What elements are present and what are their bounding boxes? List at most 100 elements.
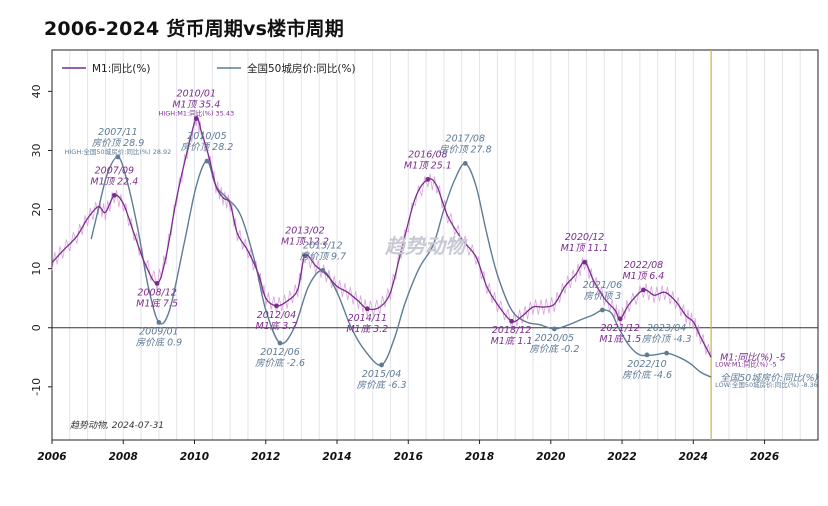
source-footnote: 趋势动物, 2024-07-31 — [70, 420, 164, 431]
marker-layer — [111, 116, 669, 368]
annotation-date: 2010/05 — [187, 131, 226, 142]
house-turning-point — [462, 161, 468, 166]
annotation-date: 2018/12 — [492, 325, 531, 336]
house-price-line — [90, 156, 712, 378]
watermark-text: 趋势动物 — [384, 234, 468, 258]
annotation-value: M1底 7.5 — [136, 297, 178, 309]
annotation-value: 房价底 -2.6 — [255, 357, 305, 369]
m1-turning-point — [582, 259, 588, 265]
annotation-date: 2007/11 — [98, 127, 137, 138]
annotation-date: 2007/09 — [95, 165, 134, 176]
y-tick-label: 10 — [30, 262, 43, 276]
annotation-date: 2013/12 — [303, 240, 342, 251]
house-turning-point — [379, 362, 384, 368]
annotation-value: M1底 1.1 — [491, 335, 533, 347]
y-tick-label: 20 — [30, 203, 43, 217]
annotation-date: 2010/01 — [177, 89, 216, 100]
x-tick-label: 2018 — [465, 451, 494, 463]
annotation-date: 2021/06 — [583, 280, 622, 291]
m1-turning-point — [193, 116, 199, 121]
m1-raw-line — [51, 114, 712, 358]
m1-turning-point — [425, 177, 431, 182]
annotation-date: 2008/12 — [137, 287, 176, 298]
extreme-label: LOW:全国50城房价:同比(%) -8.36 — [715, 380, 818, 389]
annotation-date: 2022/10 — [627, 359, 666, 370]
house-turning-point — [320, 268, 326, 273]
x-tick-label: 2008 — [109, 451, 138, 463]
y-tick-label: 40 — [30, 84, 43, 98]
annotation-date: 2015/04 — [362, 369, 401, 380]
extreme-label: LOW:M1:同比(%) -5 — [715, 359, 776, 368]
annotation-value: 房价顶 9.7 — [299, 251, 346, 262]
annotation-value: 房价底 -0.2 — [529, 343, 579, 355]
annotation-value: M1顶 22.4 — [90, 176, 138, 187]
m1-turning-point — [302, 253, 308, 259]
annotation-value: 房价底 -4.6 — [622, 369, 672, 381]
annotation-value: 房价顶 28.2 — [181, 142, 234, 153]
annotation-value: M1顶 11.1 — [561, 243, 609, 254]
m1-line — [51, 117, 712, 358]
x-tick-label: 2022 — [607, 451, 636, 463]
house-turning-point — [664, 350, 669, 356]
house-turning-point — [644, 352, 650, 358]
x-tick-label: 2014 — [322, 451, 351, 463]
annotation-value: 房价顶 3 — [584, 291, 622, 302]
annotation-date: 2022/08 — [624, 260, 663, 271]
annotation-value: M1顶 25.1 — [404, 160, 452, 171]
x-tick-label: 2026 — [750, 451, 779, 463]
house-turning-point — [115, 154, 121, 160]
annotation-date: 2020/12 — [565, 232, 604, 243]
annotation-value: M1顶 6.4 — [622, 271, 664, 282]
annotation-value: 房价顶 28.9 — [92, 138, 145, 149]
m1-turning-point — [509, 318, 514, 324]
extreme-label: HIGH:M1:同比(%) 35.43 — [158, 109, 234, 118]
annotation-date: 2012/04 — [257, 310, 296, 321]
annotation-value: 房价顶 27.8 — [439, 144, 492, 155]
house-turning-point — [600, 307, 605, 313]
chart-title: 2006-2024 货币周期vs楼市周期 — [44, 18, 344, 40]
annotation-date: 2009/01 — [139, 326, 178, 337]
annotation-date: 2020/05 — [535, 333, 574, 344]
annotation-value: M1底 3.7 — [256, 320, 298, 332]
annotation-value: M1底 3.2 — [346, 323, 388, 335]
annotation-value: 房价顶 -4.3 — [642, 334, 692, 345]
x-tick-label: 2010 — [180, 451, 209, 463]
legend-label-m1: M1:同比(%) — [92, 62, 150, 75]
y-tick-label: -10 — [30, 378, 43, 396]
annotation-date: 2016/08 — [408, 149, 447, 160]
house-turning-point — [204, 158, 210, 164]
x-tick-label: 2024 — [679, 451, 708, 463]
annotation-date: 2013/02 — [285, 226, 324, 237]
axes-layer: -10 0 10 20 30 40 2006 2008 2010 2012 2014 2016 2018… — [30, 49, 819, 463]
annotation-value: 房价底 0.9 — [136, 336, 183, 348]
m1-turning-point — [274, 303, 279, 309]
y-tick-label: 30 — [30, 143, 43, 157]
x-tick-label: 2006 — [37, 451, 66, 463]
m1-turning-point — [364, 306, 370, 312]
end-value-label: 全国50城房价:同比(%) — [720, 372, 818, 384]
extreme-label: HIGH:全国50城房价:同比(%) 28.92 — [65, 147, 172, 156]
annotation-date: 2017/08 — [446, 133, 485, 144]
end-value-label: M1:同比(%) -5 — [720, 352, 785, 363]
m1-turning-point — [154, 281, 160, 286]
annotation-value: M1顶 35.4 — [172, 100, 220, 111]
house-turning-point — [277, 340, 283, 346]
legend-label-house: 全国50城房价:同比(%) — [247, 62, 356, 75]
house-turning-point — [156, 320, 162, 325]
m1-turning-point — [617, 316, 623, 322]
m1-turning-point — [641, 287, 646, 293]
annotation-value: M1顶 12.2 — [281, 237, 329, 248]
plot-frame — [51, 49, 819, 441]
m1-turning-point — [111, 192, 117, 198]
house-turning-point — [551, 326, 557, 332]
x-tick-label: 2020 — [536, 451, 565, 463]
x-tick-label: 2016 — [394, 451, 423, 463]
series-layer — [51, 114, 712, 378]
annotation-date: 2012/06 — [260, 347, 299, 358]
y-tick-label: 0 — [30, 324, 43, 331]
annotation-date: 2014/11 — [348, 313, 387, 324]
legend: M1:同比(%) 全国50城房价:同比(%) — [62, 62, 356, 75]
annotation-date: 2021/12 — [601, 323, 640, 334]
